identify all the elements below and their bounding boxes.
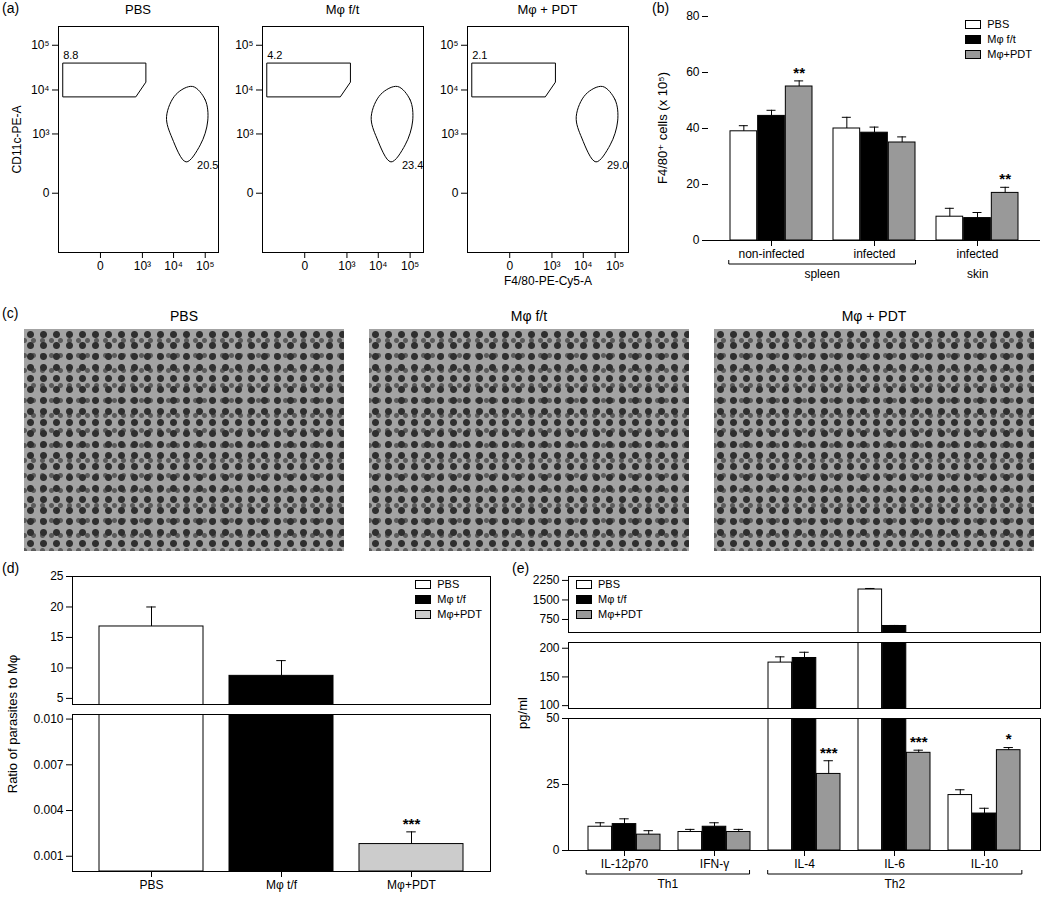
svg-text:60: 60 (686, 65, 700, 79)
svg-text:**: ** (793, 64, 805, 81)
svg-text:0: 0 (97, 259, 104, 273)
html-text:PBS: PBS (125, 2, 151, 17)
svg-text:0.004: 0.004 (33, 803, 63, 817)
svg-text:10⁵: 10⁵ (401, 259, 419, 273)
html-text:PBS: PBS (598, 578, 620, 590)
svg-text:20: 20 (50, 600, 64, 614)
svg-text:10⁴: 10⁴ (31, 83, 50, 97)
svg-text:10³: 10³ (441, 127, 458, 141)
svg-text:50: 50 (546, 711, 560, 725)
svg-text:10⁴: 10⁴ (440, 83, 459, 97)
html-text:PBS: PBS (437, 578, 460, 590)
svg-text:10⁵: 10⁵ (606, 259, 624, 273)
svg-text:0: 0 (452, 186, 459, 200)
html-text:(e): (e) (512, 560, 530, 576)
svg-text:infected: infected (853, 247, 895, 261)
svg-text:0: 0 (247, 186, 254, 200)
svg-text:IL-6: IL-6 (884, 857, 905, 871)
svg-text:IL-10: IL-10 (971, 857, 999, 871)
html-text:Mφ t/f: Mφ t/f (598, 593, 627, 605)
svg-text:0: 0 (301, 259, 308, 273)
html-text:Ratio of parasites to Mφ: Ratio of parasites to Mφ (4, 654, 20, 793)
html-text:(b): (b) (652, 0, 670, 16)
html-text:Mφ f/t: Mφ f/t (987, 33, 1016, 45)
svg-text:***: *** (820, 744, 838, 761)
svg-text:10⁵: 10⁵ (235, 38, 253, 52)
svg-text:10⁴: 10⁴ (574, 259, 593, 273)
svg-text:150: 150 (539, 670, 559, 684)
html-text:Mφ+PDT: Mφ+PDT (598, 608, 643, 620)
svg-text:***: *** (910, 733, 928, 750)
html-text:Mφ f/t: Mφ f/t (325, 2, 360, 17)
svg-text:100: 100 (539, 698, 560, 713)
html-text:Mφ f/t: Mφ f/t (510, 308, 548, 324)
svg-text:0: 0 (553, 843, 560, 857)
svg-text:10³: 10³ (32, 127, 49, 141)
svg-text:**: ** (999, 170, 1011, 187)
svg-text:10⁴: 10⁴ (235, 83, 254, 97)
html-text:F4/80⁺ cells (x 10⁵): F4/80⁺ cells (x 10⁵) (654, 72, 670, 184)
html-text:Mφ+PDT: Mφ+PDT (987, 48, 1032, 60)
svg-text:infected: infected (956, 247, 998, 261)
svg-text:*: * (1006, 730, 1012, 747)
svg-text:Th2: Th2 (884, 877, 905, 891)
svg-text:Mφ+PDT: Mφ+PDT (387, 878, 436, 892)
html-text:PBS: PBS (987, 18, 1010, 30)
svg-text:2250: 2250 (533, 573, 560, 587)
svg-text:0.007: 0.007 (33, 758, 63, 772)
svg-text:80: 80 (686, 9, 700, 23)
svg-text:0.010: 0.010 (33, 712, 63, 726)
svg-text:non-infected: non-infected (738, 247, 804, 261)
svg-text:25: 25 (546, 777, 560, 791)
svg-text:***: *** (403, 815, 421, 832)
svg-text:IL-12p70: IL-12p70 (601, 857, 649, 871)
html-text:Mφ+PDT: Mφ+PDT (437, 608, 482, 620)
svg-text:10⁴: 10⁴ (164, 259, 183, 273)
svg-text:skin: skin (967, 267, 988, 281)
svg-text:0: 0 (693, 233, 700, 247)
svg-text:Mφ t/f: Mφ t/f (266, 878, 298, 892)
html-text:pg/ml: pg/ml (514, 696, 530, 729)
html-text:(d): (d) (2, 560, 20, 576)
svg-text:10³: 10³ (236, 127, 253, 141)
svg-text:10³: 10³ (543, 259, 560, 273)
svg-text:F4/80-PE-Cy5-A: F4/80-PE-Cy5-A (504, 274, 592, 288)
svg-text:200: 200 (539, 641, 559, 655)
svg-text:15: 15 (50, 630, 64, 644)
svg-text:5: 5 (57, 691, 64, 705)
html-text:Mφ + PDT: Mφ + PDT (517, 2, 578, 17)
svg-text:10: 10 (50, 661, 64, 675)
svg-text:IL-4: IL-4 (794, 857, 815, 871)
svg-text:10⁴: 10⁴ (369, 259, 388, 273)
svg-text:0: 0 (43, 186, 50, 200)
html-text:(c): (c) (2, 305, 19, 321)
svg-text:20: 20 (686, 177, 700, 191)
svg-text:10⁵: 10⁵ (440, 38, 458, 52)
svg-text:10³: 10³ (338, 259, 355, 273)
svg-text:10⁵: 10⁵ (196, 259, 214, 273)
svg-text:10⁵: 10⁵ (31, 38, 49, 52)
svg-text:40: 40 (686, 121, 700, 135)
svg-text:25: 25 (50, 569, 64, 583)
svg-text:10³: 10³ (134, 259, 151, 273)
html-text:Mφ t/f: Mφ t/f (437, 593, 466, 605)
svg-text:29.0: 29.0 (607, 159, 628, 171)
svg-text:4.2: 4.2 (267, 49, 282, 61)
html-text:Mφ + PDT: Mφ + PDT (841, 308, 907, 324)
svg-text:0: 0 (506, 259, 513, 273)
svg-text:23.4: 23.4 (402, 159, 423, 171)
svg-text:CD11c-PE-A: CD11c-PE-A (10, 106, 24, 174)
svg-text:1500: 1500 (533, 593, 560, 607)
html-text:(a): (a) (2, 0, 20, 16)
svg-text:Th1: Th1 (658, 877, 679, 891)
html-text:PBS: PBS (170, 308, 198, 324)
svg-text:750: 750 (539, 612, 559, 626)
svg-text:IFN-γ: IFN-γ (700, 857, 729, 871)
svg-text:spleen: spleen (804, 267, 839, 281)
svg-text:8.8: 8.8 (63, 49, 78, 61)
svg-text:PBS: PBS (139, 878, 163, 892)
svg-text:0.001: 0.001 (33, 849, 63, 863)
svg-text:20.5: 20.5 (197, 159, 218, 171)
svg-text:2.1: 2.1 (472, 49, 487, 61)
